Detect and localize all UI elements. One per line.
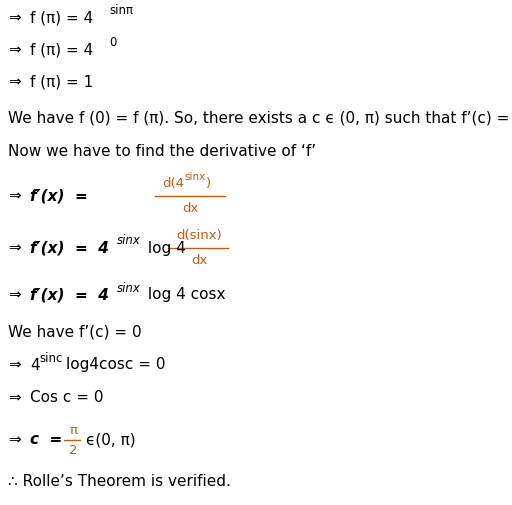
Text: ⇒: ⇒ (8, 432, 21, 447)
Text: 2: 2 (69, 443, 77, 457)
Text: dx: dx (182, 201, 198, 215)
Text: c  =: c = (30, 432, 68, 447)
Text: ⇒: ⇒ (8, 390, 21, 406)
Text: Cos c = 0: Cos c = 0 (30, 390, 103, 406)
Text: f (π) = 4: f (π) = 4 (30, 11, 93, 25)
Text: ⇒: ⇒ (8, 11, 21, 25)
Text: sinx: sinx (184, 172, 205, 182)
Text: 4: 4 (30, 358, 39, 373)
Text: 0: 0 (109, 36, 116, 49)
Text: ⇒: ⇒ (8, 188, 21, 204)
Text: f′(x)  =: f′(x) = (30, 188, 88, 204)
Text: sinx: sinx (117, 234, 141, 247)
Text: ⇒: ⇒ (8, 287, 21, 302)
Text: sinx: sinx (117, 281, 141, 294)
Text: π: π (69, 424, 77, 436)
Text: d(sinx): d(sinx) (176, 229, 222, 242)
Text: ⇒: ⇒ (8, 42, 21, 58)
Text: sinπ: sinπ (109, 5, 133, 18)
Text: ⇒: ⇒ (8, 240, 21, 256)
Text: ⇒: ⇒ (8, 75, 21, 89)
Text: f (π) = 1: f (π) = 1 (30, 75, 93, 89)
Text: ∴ Rolle’s Theorem is verified.: ∴ Rolle’s Theorem is verified. (8, 474, 231, 488)
Text: log 4 cosx: log 4 cosx (143, 287, 225, 302)
Text: f′(x)  =  4: f′(x) = 4 (30, 240, 109, 256)
Text: f (π) = 4: f (π) = 4 (30, 42, 93, 58)
Text: log4cosc = 0: log4cosc = 0 (66, 358, 165, 373)
Text: ⇒: ⇒ (8, 358, 21, 373)
Text: We have f (0) = f (π). So, there exists a c ϵ (0, π) such that f’(c) = 0.: We have f (0) = f (π). So, there exists … (8, 111, 512, 126)
Text: f′(x)  =  4: f′(x) = 4 (30, 287, 109, 302)
Text: dx: dx (191, 254, 207, 267)
Text: ϵ(0, π): ϵ(0, π) (86, 432, 136, 447)
Text: d(4: d(4 (162, 177, 184, 190)
Text: log 4: log 4 (143, 240, 190, 256)
Text: We have f’(c) = 0: We have f’(c) = 0 (8, 325, 142, 339)
Text: Now we have to find the derivative of ‘f’: Now we have to find the derivative of ‘f… (8, 144, 316, 160)
Text: ): ) (206, 177, 211, 190)
Text: sinc: sinc (39, 351, 62, 365)
